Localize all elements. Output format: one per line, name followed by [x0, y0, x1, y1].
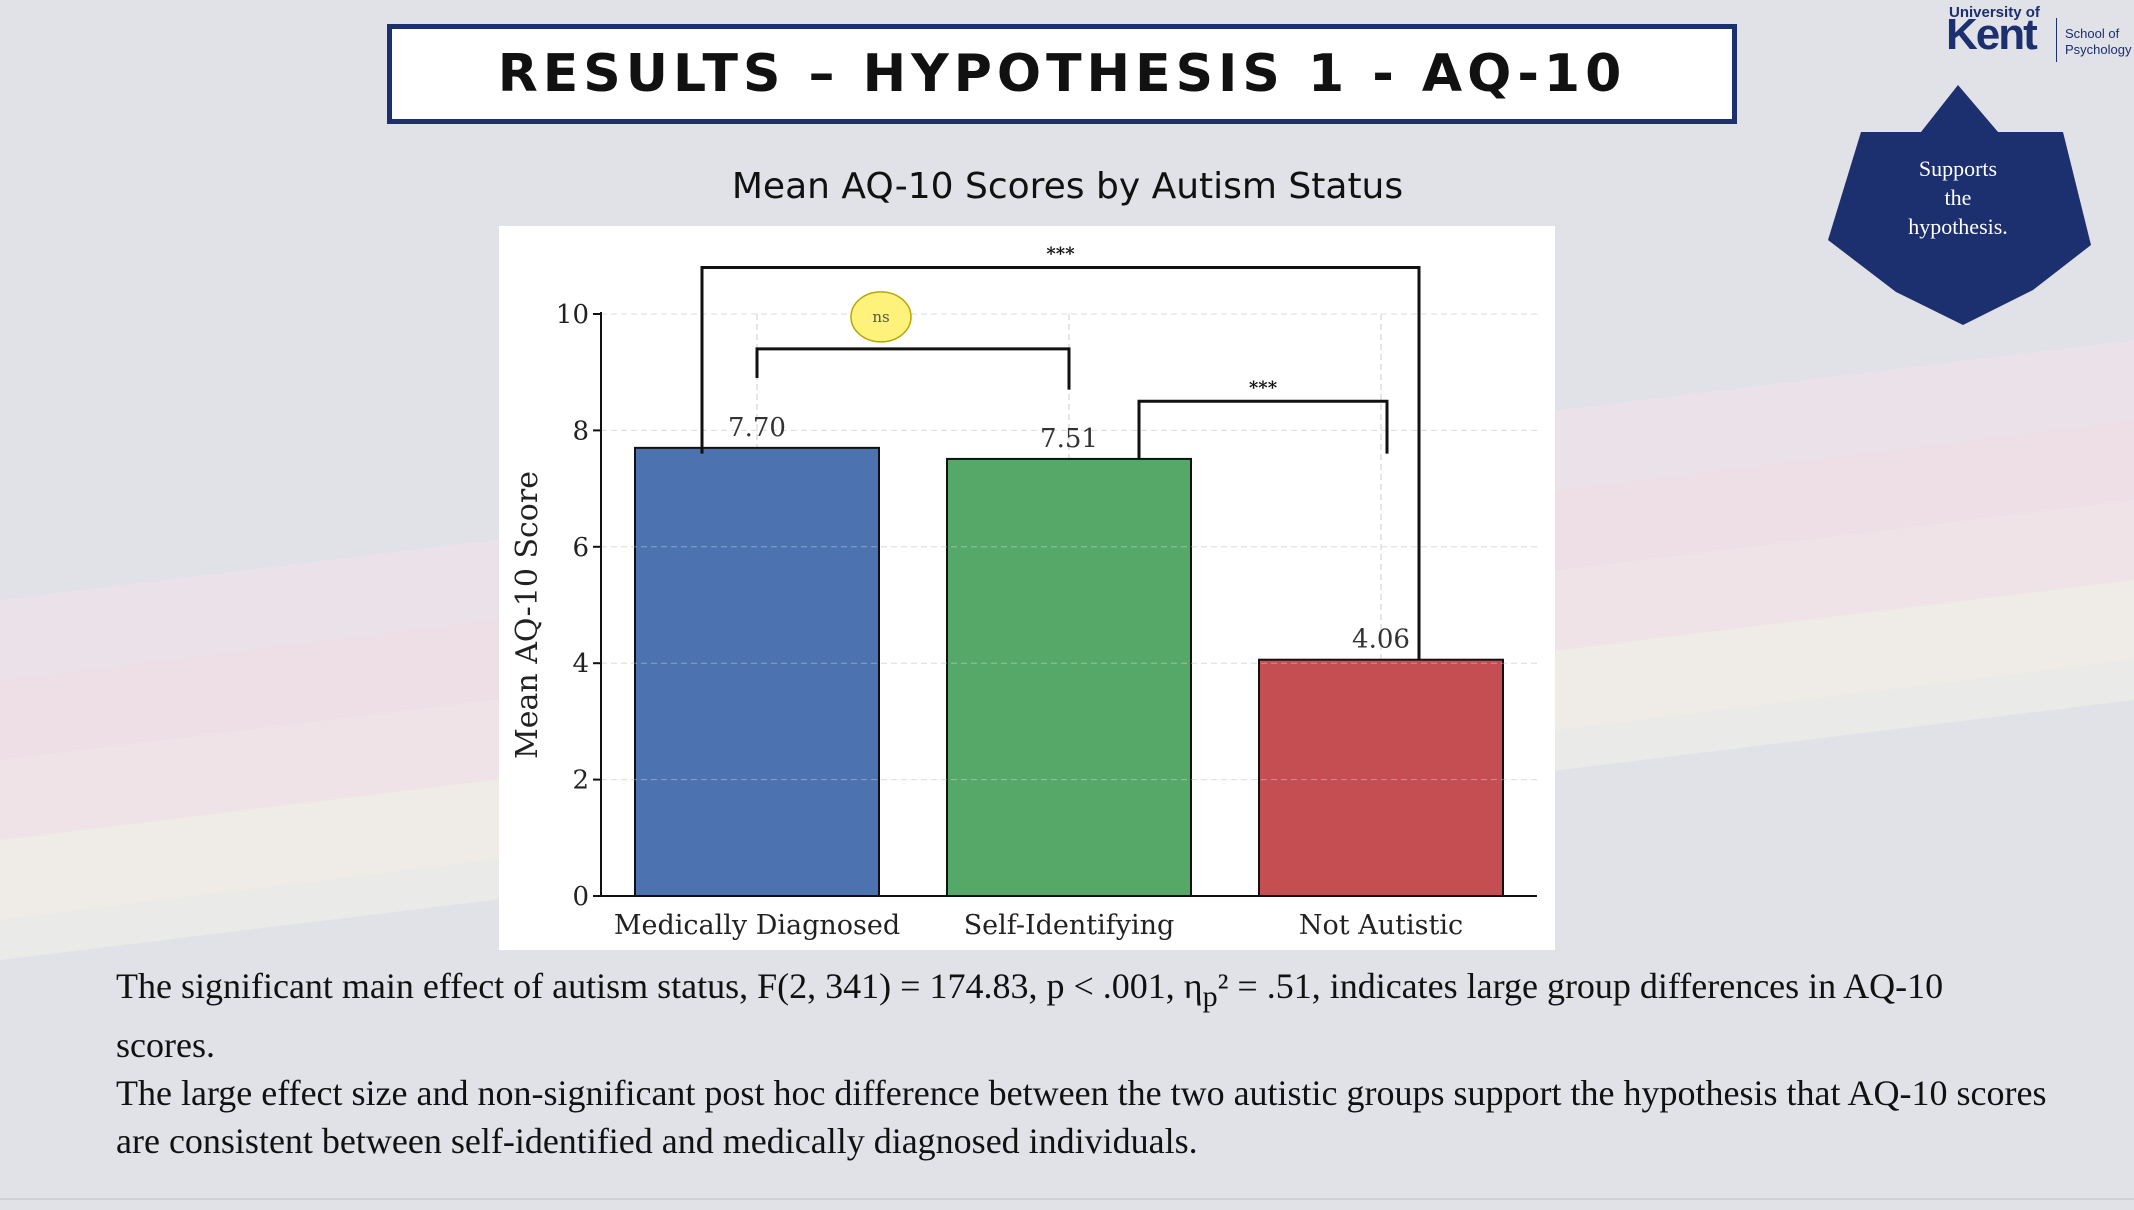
bar-3 [1258, 658, 1504, 898]
logo-school: School of Psychology [2065, 26, 2131, 58]
results-text: The significant main effect of autism st… [116, 962, 2051, 1165]
significance-bracket-ns [755, 347, 1071, 390]
ns-highlight-circle [850, 291, 912, 343]
supports-hypothesis-star-badge: Supports the hypothesis. [1828, 85, 2091, 325]
y-axis-label: Mean AQ-10 Score [510, 471, 545, 759]
bar-1 [634, 446, 880, 898]
logo-university: University of [1949, 4, 2040, 21]
logo-name: Kent [1946, 10, 2038, 59]
y-tick-label: 2 [572, 766, 589, 796]
badge-line2: the [1945, 185, 1972, 210]
bottom-divider [0, 1198, 2134, 1200]
results-paragraph-1: The significant main effect of autism st… [116, 962, 2051, 1069]
results-paragraph-2: The large effect size and non-significan… [116, 1073, 2047, 1162]
value-label: 4.06 [1352, 625, 1410, 655]
chart-title: Mean AQ-10 Scores by Autism Status [731, 166, 1404, 207]
y-tick-label: 8 [572, 416, 589, 446]
x-tick-label: Not Autistic [1299, 910, 1463, 941]
chart-panel: 0 2 4 6 8 10 Medically Diagnosed Self-Identifyi… [499, 226, 1555, 950]
paragraph-1-after: ² = .51, indicates large group differenc… [116, 966, 1944, 1066]
bar-chart: 0 2 4 6 8 10 Medically Diagnosed Self-Identifyi… [510, 243, 1537, 941]
value-label: 7.70 [728, 413, 786, 443]
logo-school-line1: School of [2065, 26, 2120, 41]
slide-title: RESULTS – HYPOTHESIS 1 - AQ-10 [497, 44, 1627, 104]
significance-bracket-0-2 [700, 265, 1421, 660]
slide-title-box: RESULTS – HYPOTHESIS 1 - AQ-10 [387, 24, 1737, 124]
paragraph-1-subscript: p [1202, 980, 1218, 1014]
y-tick-label: 10 [556, 300, 589, 330]
significance-bracket-1-2 [1137, 399, 1389, 460]
x-tick-label: Self-Identifying [964, 910, 1175, 941]
badge-line3: hypothesis. [1908, 214, 2008, 239]
y-tick-label: 6 [572, 533, 589, 563]
paragraph-1-before: The significant main effect of autism st… [116, 966, 1203, 1006]
significance-label-0-2: *** [1046, 243, 1075, 264]
significance-label-1-2: *** [1249, 377, 1278, 398]
y-tick-label: 0 [572, 882, 589, 912]
y-tick-label: 4 [572, 649, 589, 679]
x-tick-label: Medically Diagnosed [614, 910, 900, 941]
logo-school-line2: Psychology [2065, 42, 2132, 57]
star-shape [1828, 85, 2091, 325]
bar-2 [946, 457, 1192, 897]
value-label: 7.51 [1040, 424, 1098, 454]
logo-divider [2056, 18, 2057, 62]
significance-label-ns: ns [872, 308, 889, 326]
badge-line1: Supports [1919, 156, 1997, 181]
university-logo: University of Kent School of Psychology [1944, 2, 2134, 66]
